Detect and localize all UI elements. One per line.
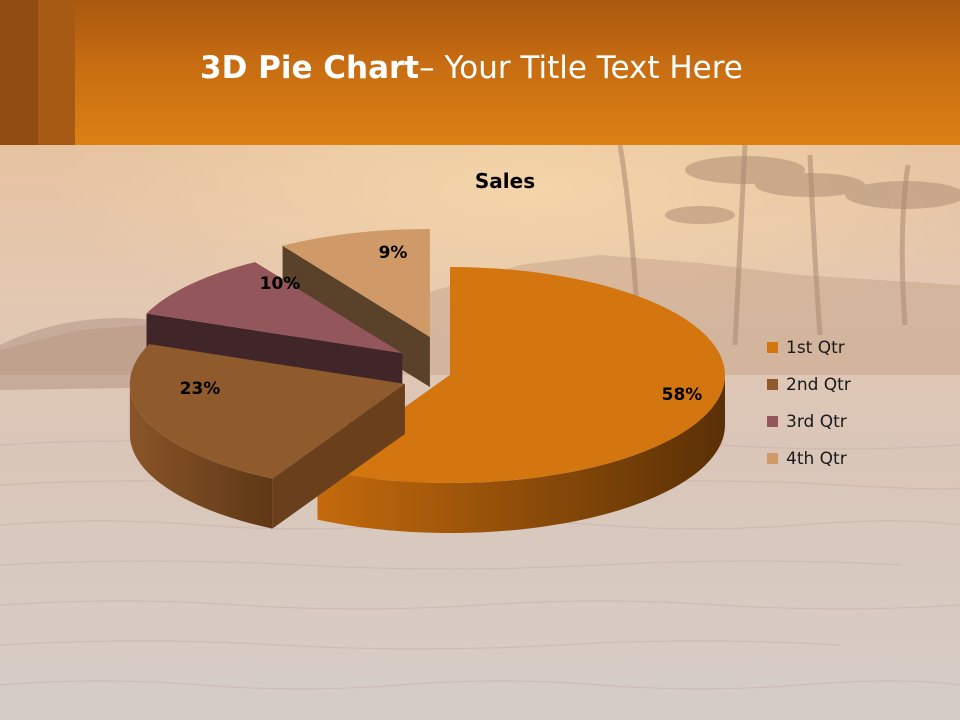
pie-slice-top <box>317 267 726 484</box>
legend-label-2: 2nd Qtr <box>786 375 851 395</box>
legend-swatch-3 <box>767 416 778 427</box>
legend-swatch-2 <box>767 379 778 390</box>
legend-swatch-1 <box>767 342 778 353</box>
pie-slice-top <box>282 228 430 337</box>
header-stripe <box>38 0 75 145</box>
pie-slice-top <box>129 344 405 479</box>
pie-slice-side <box>317 375 725 533</box>
header-bar: 3D Pie Chart– Your Title Text Here <box>0 0 960 145</box>
header-stripe <box>0 0 38 145</box>
data-label-4: 9% <box>379 243 408 263</box>
slide-title-rest: – Your Title Text Here <box>419 50 743 86</box>
data-labels: 58% 23% 10% 9% <box>180 243 703 405</box>
legend-label-4: 4th Qtr <box>786 449 847 469</box>
legend-swatch-4 <box>767 453 778 464</box>
pie-slices <box>129 228 726 533</box>
data-label-1: 58% <box>662 385 703 405</box>
legend-label-1: 1st Qtr <box>786 338 845 358</box>
legend: 1st Qtr 2nd Qtr 3rd Qtr 4th Qtr <box>767 338 851 469</box>
pie-slice-side <box>129 383 273 529</box>
slide-title: 3D Pie Chart– Your Title Text Here <box>200 50 743 86</box>
chart-title: Sales <box>475 169 535 193</box>
data-label-3: 10% <box>260 274 301 294</box>
pie-slice-top <box>146 262 403 354</box>
slide-title-bold: 3D Pie Chart <box>200 50 420 86</box>
data-label-2: 23% <box>180 379 221 399</box>
legend-label-3: 3rd Qtr <box>786 412 847 432</box>
pie-slice-2 <box>129 344 405 529</box>
